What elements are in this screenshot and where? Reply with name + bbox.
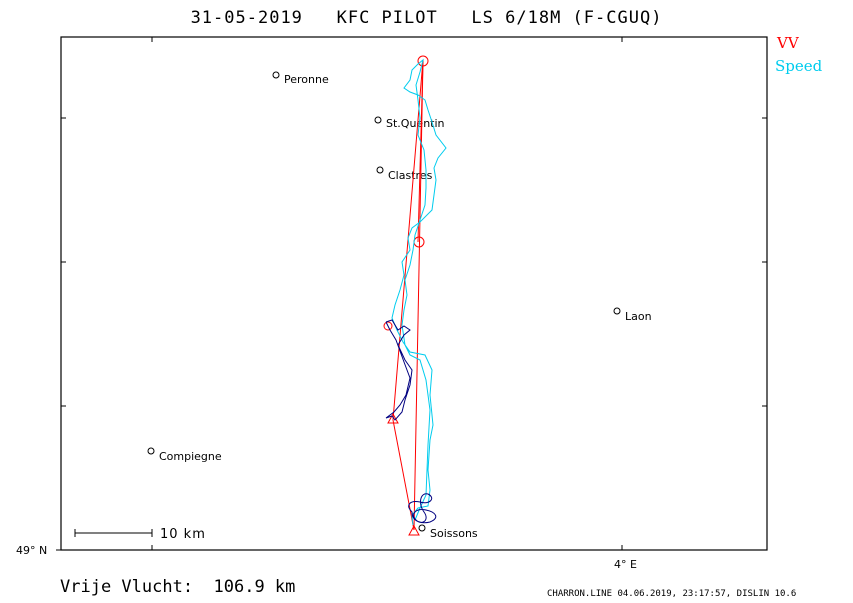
place-label: Laon: [625, 310, 652, 323]
flight-track-speed: [391, 58, 447, 526]
town-marker-icon: [418, 524, 426, 532]
scale-bar: 10 km: [74, 527, 206, 542]
place-st-quentin: St.Quentin: [374, 116, 445, 130]
place-clastres: Clastres: [376, 166, 433, 182]
turnpoint-icon: [383, 321, 393, 331]
lon-label: 4° E: [614, 558, 637, 571]
legend-vv: VV: [777, 34, 799, 52]
thermal-circles-soissons: [408, 493, 437, 524]
task-leg: [417, 59, 424, 243]
finish-triangle-icon: [387, 412, 399, 424]
town-marker-icon: [613, 307, 621, 315]
place-label: St.Quentin: [386, 117, 445, 130]
place-peronne: Peronne: [272, 71, 329, 86]
place-label: Peronne: [284, 73, 329, 86]
town-marker-icon: [147, 447, 155, 455]
place-laon: Laon: [613, 307, 652, 323]
town-marker-icon: [272, 71, 280, 79]
legend-speed: Speed: [775, 57, 823, 75]
place-soissons: Soissons: [418, 524, 478, 540]
lat-label: 49° N: [16, 544, 47, 557]
lat-ticks: [56, 37, 767, 551]
map-title: 31-05-2019 KFC PILOT LS 6/18M (F-CGUQ): [190, 8, 663, 28]
turnpoint-icon: [417, 55, 429, 67]
place-label: Clastres: [388, 169, 433, 182]
town-marker-icon: [376, 166, 384, 174]
scale-label: 10 km: [160, 527, 206, 542]
flight-track-climb: [385, 319, 413, 421]
town-marker-icon: [374, 116, 382, 124]
start-triangle-icon: [408, 524, 420, 536]
file-info: CHARRON.LINE 04.06.2019, 23:17:57, DISLI…: [547, 589, 797, 599]
place-label: Compiegne: [159, 450, 222, 463]
place-label: Soissons: [430, 527, 478, 540]
map-frame: [60, 36, 768, 551]
place-compiegne: Compiegne: [147, 447, 222, 463]
distance-summary: Vrije Vlucht: 106.9 km: [60, 577, 296, 597]
